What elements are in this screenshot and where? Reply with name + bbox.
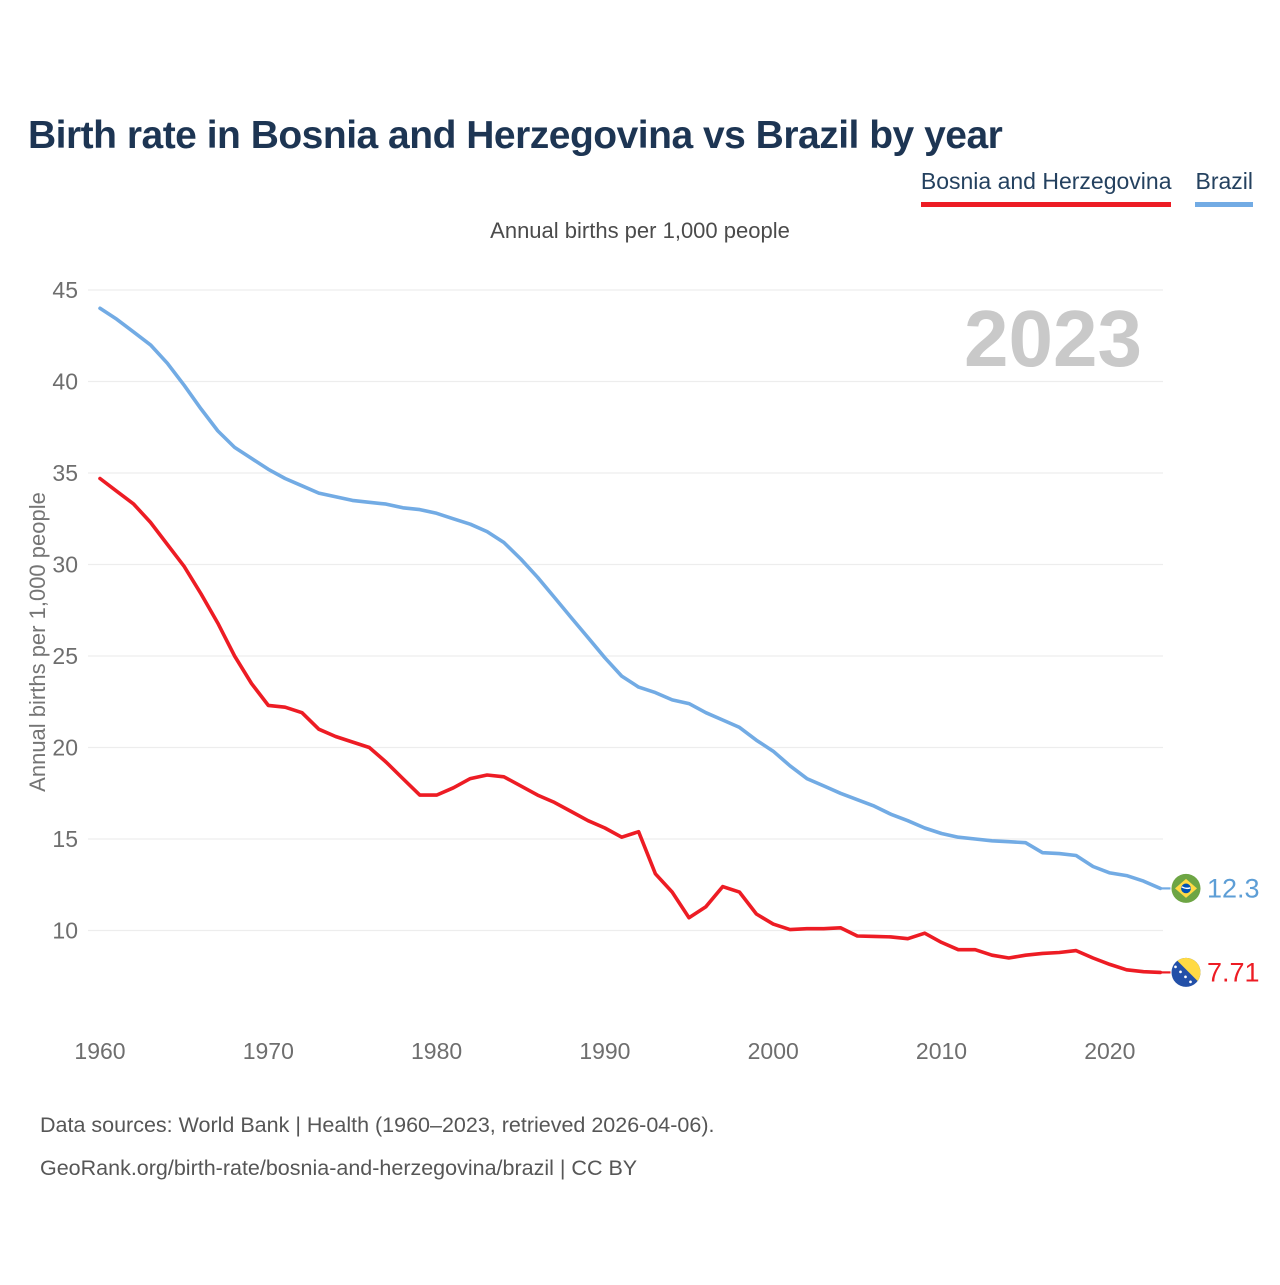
footer-attribution: GeoRank.org/birth-rate/bosnia-and-herzeg… — [40, 1156, 638, 1180]
y-tick-label: 10 — [52, 918, 78, 944]
x-tick-label: 2020 — [1084, 1038, 1135, 1064]
y-tick-label: 30 — [52, 552, 78, 578]
legend-item-bosnia-and-herzegovina[interactable]: Bosnia and Herzegovina — [920, 168, 1172, 207]
x-tick-label: 2010 — [916, 1038, 967, 1064]
bosnia-flag-icon — [1171, 957, 1201, 987]
y-tick-label: 25 — [52, 643, 78, 669]
bosnia-and-herzegovina-end-value-label: 7.71 — [1207, 957, 1260, 987]
y-tick-label: 20 — [52, 735, 78, 761]
year-watermark: 2023 — [964, 294, 1142, 383]
legend: Bosnia and Herzegovina Brazil — [920, 168, 1253, 207]
footer-data-sources: Data sources: World Bank | Health (1960–… — [40, 1113, 715, 1137]
y-tick-label: 15 — [52, 826, 78, 852]
legend-item-brazil[interactable]: Brazil — [1195, 168, 1253, 207]
y-axis-title: Annual births per 1,000 people — [25, 492, 50, 792]
y-tick-label: 45 — [52, 277, 78, 303]
bosnia-and-herzegovina-line — [98, 476, 1163, 975]
x-tick-label: 2000 — [748, 1038, 799, 1064]
y-tick-label: 40 — [52, 369, 78, 395]
brazil-end-value-label: 12.3 — [1207, 873, 1260, 903]
x-tick-label: 1990 — [579, 1038, 630, 1064]
y-tick-label: 35 — [52, 460, 78, 486]
x-tick-label: 1960 — [74, 1038, 125, 1064]
x-tick-label: 1980 — [411, 1038, 462, 1064]
page-title: Birth rate in Bosnia and Herzegovina vs … — [28, 114, 1003, 158]
brazil-flag-icon — [1171, 873, 1201, 903]
chart-subtitle: Annual births per 1,000 people — [490, 218, 790, 243]
brazil-line — [98, 306, 1163, 891]
x-tick-label: 1970 — [243, 1038, 294, 1064]
footer: Data sources: World Bank | Health (1960–… — [40, 1104, 714, 1190]
